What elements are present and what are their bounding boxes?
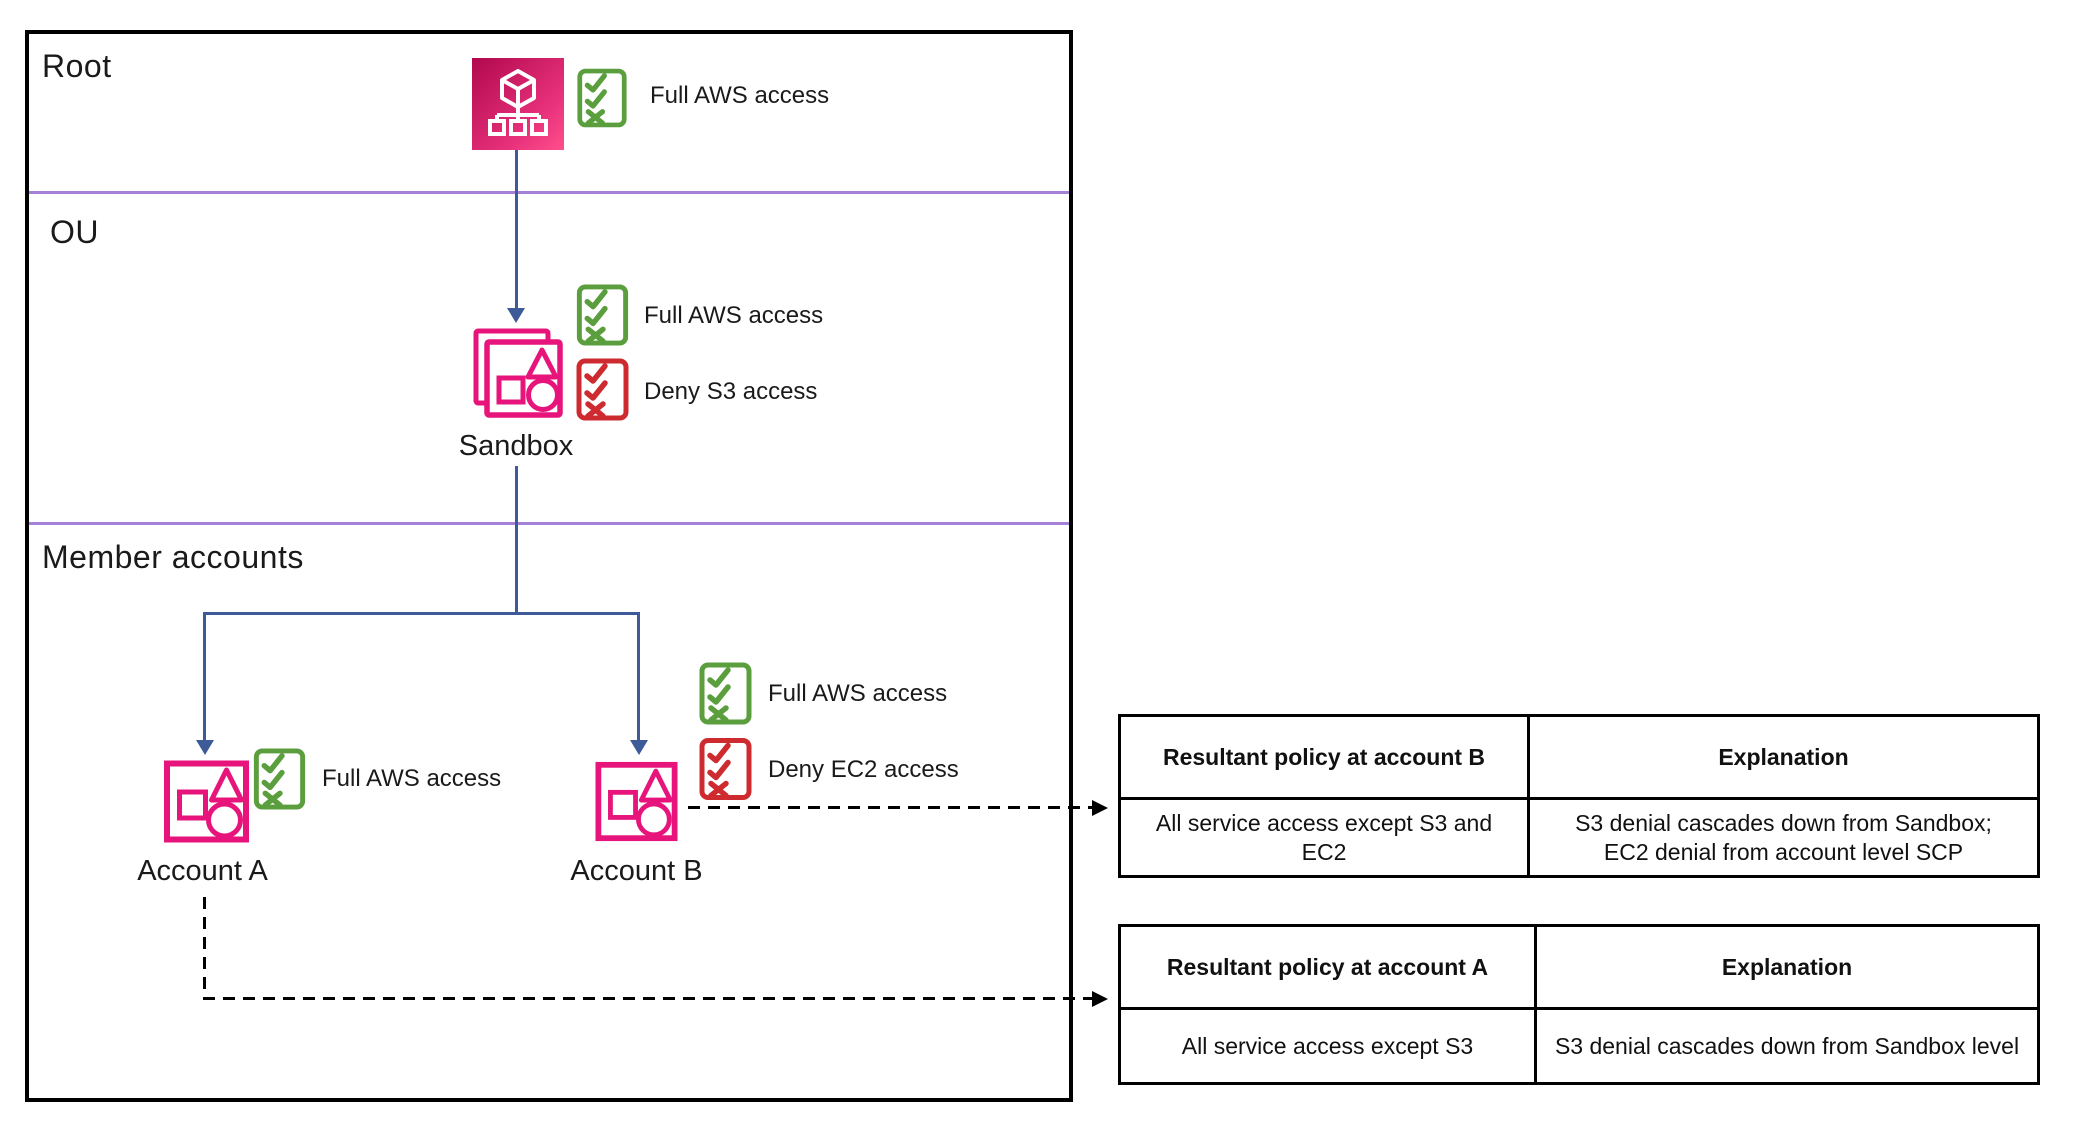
table-body-cell: S3 denial cascades down from Sandbox; EC…	[1527, 797, 2037, 875]
policy-checklist-green-icon	[698, 661, 753, 726]
connector-drop-account-a	[203, 612, 206, 740]
table-header-cell: Resultant policy at account B	[1162, 743, 1486, 770]
account-a-policy-label: Full AWS access	[322, 765, 502, 792]
aws-organizations-icon	[472, 58, 564, 150]
resultant-policy-table-account-a: Resultant policy at account A Explanatio…	[1118, 924, 2040, 1085]
policy-checklist-green-icon	[252, 747, 307, 811]
policy-checklist-green-icon	[576, 66, 628, 130]
account-a-label: Account A	[137, 855, 268, 887]
connector-branch-bar	[203, 612, 640, 615]
dashed-connector-account-a-horizontal	[203, 997, 1092, 1000]
arrowhead-down-icon	[196, 740, 214, 755]
policy-checklist-red-icon	[575, 357, 630, 422]
connector-root-to-sandbox	[515, 150, 518, 308]
account-b-icon	[595, 760, 678, 848]
table-header-cell: Explanation	[1534, 927, 2037, 1007]
sandbox-label: Sandbox	[458, 430, 574, 462]
organizational-unit-icon	[473, 328, 563, 423]
account-b-deny-policy-label: Deny EC2 access	[768, 756, 959, 783]
table-body-cell: S3 denial cascades down from Sandbox lev…	[1534, 1007, 2037, 1082]
arrowhead-right-icon	[1092, 991, 1108, 1007]
dashed-connector-account-a-vertical	[203, 897, 206, 998]
section-label-ou: OU	[50, 214, 99, 250]
account-a-icon	[163, 760, 250, 848]
resultant-policy-table-account-b: Resultant policy at account B Explanatio…	[1118, 714, 2040, 878]
section-label-root: Root	[42, 48, 112, 84]
policy-checklist-green-icon	[575, 283, 630, 347]
account-b-label: Account B	[570, 855, 703, 887]
section-divider-root-ou	[29, 191, 1069, 194]
connector-drop-account-b	[637, 612, 640, 740]
dashed-connector-account-b	[688, 806, 1092, 809]
table-header-cell: Explanation	[1527, 717, 2037, 797]
account-b-allow-policy-label: Full AWS access	[768, 680, 948, 707]
arrowhead-right-icon	[1092, 800, 1108, 816]
section-divider-ou-member	[29, 522, 1069, 525]
organizations-glyph	[488, 69, 548, 136]
arrowhead-down-icon	[630, 740, 648, 755]
organization-boundary-box	[25, 30, 1073, 1102]
table-body-cell: All service access except S3 and EC2	[1121, 797, 1527, 875]
policy-checklist-red-icon	[698, 736, 753, 802]
connector-sandbox-stem	[515, 466, 518, 614]
table-header-cell: Resultant policy at account A	[1166, 953, 1489, 980]
table-body-cell: All service access except S3	[1121, 1007, 1534, 1082]
root-policy-label: Full AWS access	[650, 82, 830, 109]
sandbox-allow-policy-label: Full AWS access	[644, 302, 824, 329]
sandbox-deny-policy-label: Deny S3 access	[644, 378, 818, 405]
section-label-member-accounts: Member accounts	[42, 539, 304, 575]
arrowhead-down-icon	[507, 308, 525, 323]
